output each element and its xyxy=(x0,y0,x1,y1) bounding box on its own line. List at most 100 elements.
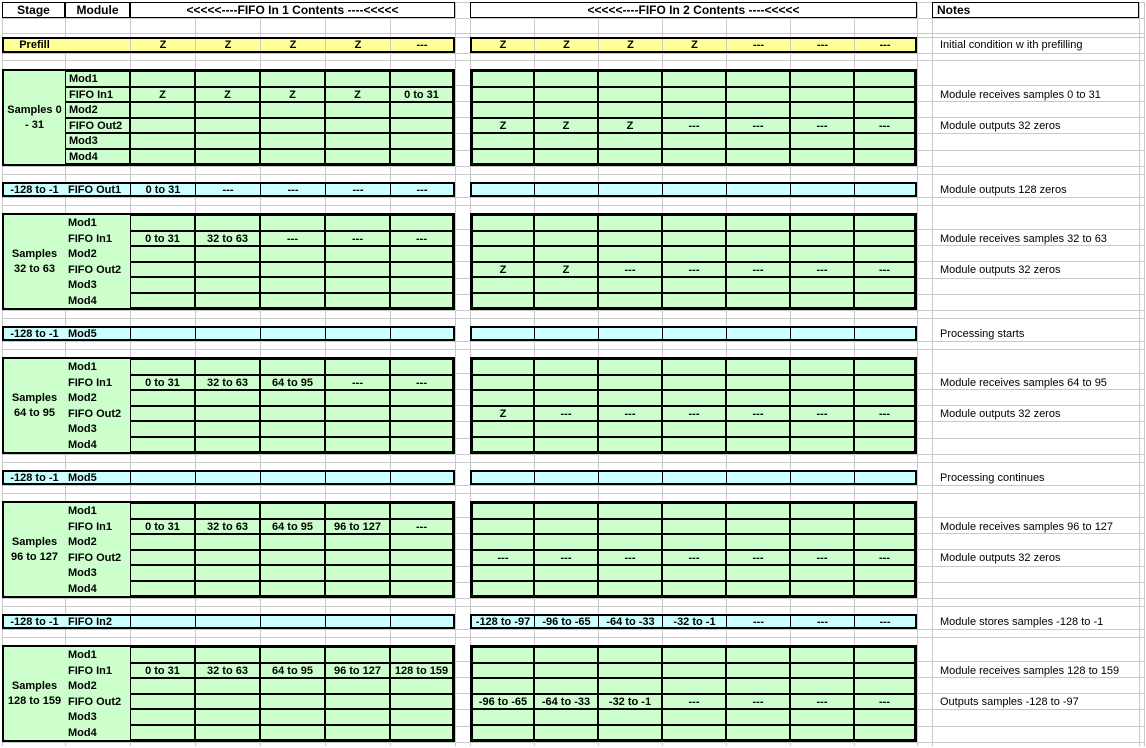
fifo-in2-cell xyxy=(534,231,598,246)
fifo-in2-cell: --- xyxy=(854,694,915,709)
fifo-in1-cell xyxy=(130,359,195,375)
fifo-in1-cell xyxy=(130,678,195,694)
header-fifo-in2-contents: <<<<<----FIFO In 2 Contents ----<<<<< xyxy=(470,2,917,18)
fifo-in2-cell xyxy=(790,421,854,437)
fifo-in2-cell xyxy=(662,375,726,390)
fifo-in1-cell xyxy=(195,534,260,550)
module-cell: Mod3 xyxy=(68,279,97,291)
fifo-in2-cell xyxy=(662,328,726,339)
fifo-in2-cell xyxy=(854,246,915,262)
stage-row-cyan: -128 to -1 FIFO Out1 0 to 31 --- --- --- --- xyxy=(2,182,455,197)
fifo-in2-block: Z --- --- --- --- --- --- xyxy=(470,357,917,454)
fifo-in2-cell: Z xyxy=(598,39,662,51)
fifo-in1-cell xyxy=(390,437,453,452)
grid-line-h xyxy=(2,318,1144,319)
fifo-in1-cell xyxy=(260,102,325,118)
fifo-in2-cell xyxy=(854,519,915,534)
header-stage: Stage xyxy=(2,2,65,18)
fifo-in1-cell: Z xyxy=(130,39,195,51)
fifo-in2-cell: --- xyxy=(790,694,854,709)
fifo-in2-cell xyxy=(472,102,534,118)
fifo-in1-cell: 0 to 31 xyxy=(130,663,195,678)
module-cell: Mod4 xyxy=(68,726,97,739)
fifo-in1-cell xyxy=(325,534,390,550)
fifo-in1-cell xyxy=(260,149,325,164)
note-text: Module outputs 32 zeros xyxy=(940,551,1061,564)
fifo-in2-cell xyxy=(598,102,662,118)
fifo-in2-cell xyxy=(472,328,534,339)
fifo-in2-cell: --- xyxy=(534,550,598,565)
fifo-in1-cell xyxy=(130,503,195,519)
fifo-in2-cell xyxy=(790,709,854,725)
fifo-in2-cell xyxy=(534,277,598,293)
module-cell: Mod4 xyxy=(68,582,97,595)
grid-line-h xyxy=(2,18,1144,19)
fifo-in2-cell xyxy=(662,359,726,375)
fifo-in1-cell xyxy=(390,581,453,596)
fifo-in2-cell xyxy=(472,519,534,534)
fifo-in2-cell xyxy=(534,328,598,339)
fifo-in1-cell xyxy=(130,262,195,277)
fifo-in2-cell xyxy=(534,293,598,308)
stage-row-cyan: -128 to -1 FIFO In2 xyxy=(2,614,455,629)
fifo-in2-cell: -96 to -65 xyxy=(472,694,534,709)
fifo-in1-cell xyxy=(195,472,260,483)
stage-label-line: 32 to 63 xyxy=(14,262,55,275)
fifo-in2-cell xyxy=(854,87,915,102)
stage-block: Samples 64 to 95 Mod1 FIFO In1 Mod2 FIFO Out2… xyxy=(2,357,455,454)
stage-cell: Samples 32 to 63 xyxy=(4,215,65,308)
module-cell: FIFO Out2 xyxy=(68,263,122,276)
fifo-in2-cell: --- xyxy=(662,118,726,133)
fifo-in2-cell xyxy=(598,149,662,164)
fifo-in2-cell xyxy=(662,293,726,308)
fifo-in2-block: --- --- --- --- --- --- --- xyxy=(470,501,917,598)
fifo-in1-cell xyxy=(325,581,390,596)
fifo-in1-cell xyxy=(195,565,260,581)
fifo-in2-cell xyxy=(726,375,790,390)
fifo-in2-cell xyxy=(662,472,726,483)
fifo-in2-cell xyxy=(726,102,790,118)
fifo-in2-cell xyxy=(534,709,598,725)
fifo-in1-cell xyxy=(390,694,453,709)
fifo-in2-cell xyxy=(662,663,726,678)
fifo-in1-cell xyxy=(260,421,325,437)
fifo-in2-cell xyxy=(854,359,915,375)
fifo-in2-cell: --- xyxy=(726,616,790,627)
fifo-in2-cell xyxy=(726,519,790,534)
grid-line-h xyxy=(2,742,1144,743)
fifo-in1-cell xyxy=(195,293,260,308)
note-text: Module outputs 32 zeros xyxy=(940,263,1061,276)
fifo-in2-cell xyxy=(726,472,790,483)
fifo-in2-block: -96 to -65 -64 to -33 -32 to -1 --- --- --- --… xyxy=(470,645,917,742)
fifo-in2-cell: --- xyxy=(854,39,915,51)
fifo-in1-cell xyxy=(195,647,260,663)
fifo-in1-cell xyxy=(130,437,195,452)
stage-cell: -128 to -1 xyxy=(10,328,59,339)
fifo-in2-cell: --- xyxy=(662,550,726,565)
module-cell: Mod2 xyxy=(68,536,97,548)
stage-label-line: 128 to 159 xyxy=(7,694,62,707)
fifo-in2-cell xyxy=(790,293,854,308)
note-text: Module receives samples 96 to 127 xyxy=(940,520,1114,533)
fifo-in2-cell xyxy=(854,503,915,519)
grid-line-v xyxy=(1144,2,1145,746)
module-cell: Mod3 xyxy=(68,423,97,435)
fifo-in2-cell: --- xyxy=(726,118,790,133)
fifo-in1-cell xyxy=(195,725,260,740)
module-cell: Mod1 xyxy=(68,649,97,661)
fifo-in2-cell xyxy=(726,246,790,262)
fifo-in2-cell xyxy=(662,437,726,452)
fifo-in1-cell xyxy=(195,118,260,133)
stage-label-line: Samples xyxy=(11,247,58,260)
fifo-in1-cell: 96 to 127 xyxy=(325,519,390,534)
fifo-in1-cell xyxy=(325,709,390,725)
fifo-in2-cell xyxy=(726,678,790,694)
fifo-in2-cell: --- xyxy=(854,262,915,277)
fifo-in2-cell: Z xyxy=(472,406,534,421)
fifo-in2-cell: --- xyxy=(790,39,854,51)
stage-block: Samples 32 to 63 Mod1 FIFO In1 Mod2 FIFO Out2… xyxy=(2,213,455,310)
fifo-in2-block: Z Z --- --- --- --- --- xyxy=(470,213,917,310)
fifo-in1-cell xyxy=(325,215,390,231)
stage-row-yellow: Prefill Z Z Z Z --- xyxy=(2,37,455,53)
fifo-in2-cell xyxy=(854,184,915,195)
